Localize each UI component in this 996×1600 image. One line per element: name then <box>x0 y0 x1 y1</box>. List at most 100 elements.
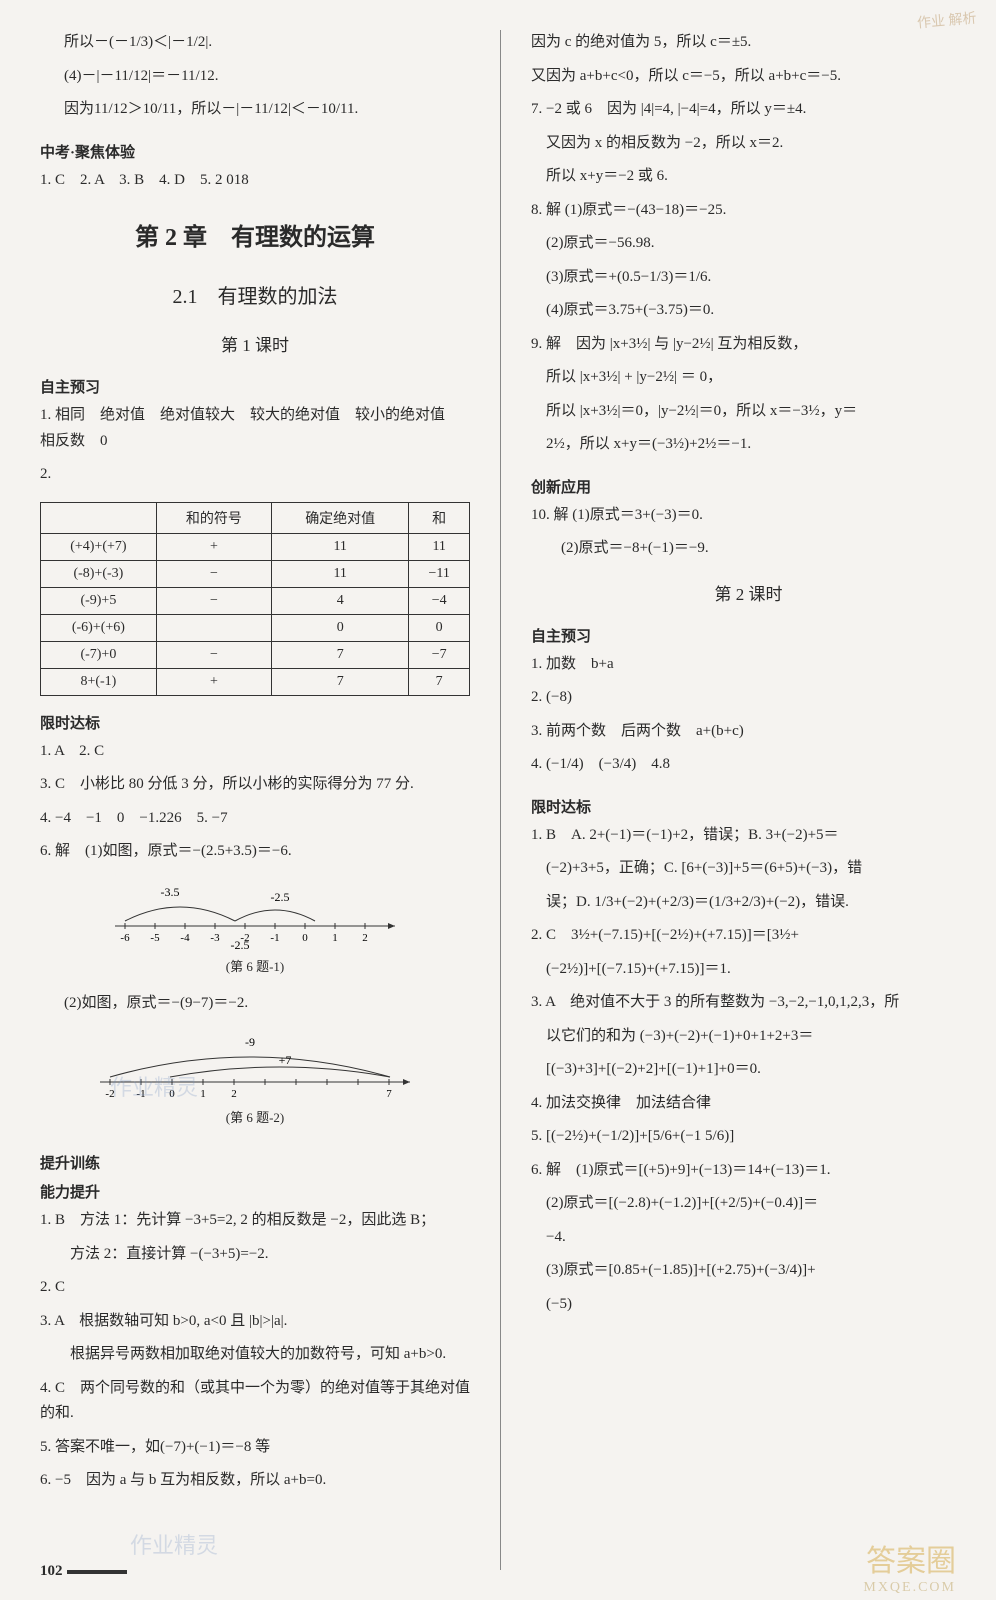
text-line: 2. (−8) <box>531 685 966 711</box>
numline-2: -2-10127 -9 +7 (第 6 题-2) <box>40 1032 470 1134</box>
th: 和的符号 <box>156 502 271 533</box>
text-line: 1. B 方法 1：先计算 −3+5=2, 2 的相反数是 −2，因此选 B； <box>40 1208 470 1234</box>
table-cell: 11 <box>409 533 470 560</box>
text-line: (2)原式＝−56.98. <box>531 231 966 257</box>
table-cell: −4 <box>409 587 470 614</box>
svg-text:-9: -9 <box>245 1035 255 1049</box>
svg-text:-3.5: -3.5 <box>161 885 180 899</box>
zizhu-line: 1. 相同 绝对值 绝对值较大 较大的绝对值 较小的绝对值 相反数 0 <box>40 403 470 454</box>
table-cell: (-9)+5 <box>41 587 157 614</box>
addition-table: 和的符号 确定绝对值 和 (+4)+(+7)+1111(-8)+(-3)−11−… <box>40 502 470 696</box>
text-line: 3. A 绝对值不大于 3 的所有整数为 −3,−2,−1,0,1,2,3，所 <box>531 990 966 1016</box>
text-line: 4. C 两个同号数的和（或其中一个为零）的绝对值等于其绝对值的和. <box>40 1376 470 1427</box>
text-line: 所以 |x+3½| + |y−2½| ＝ 0， <box>531 365 966 391</box>
watermark-mid: 作业精灵 <box>110 1070 198 1102</box>
table-cell: 7 <box>409 668 470 695</box>
table-cell: (-8)+(-3) <box>41 560 157 587</box>
xianshi-head-r: 限时达标 <box>531 796 966 817</box>
table-cell: 0 <box>409 614 470 641</box>
table-cell: −7 <box>409 641 470 668</box>
xs-line: (2)如图，原式＝−(9−7)＝−2. <box>40 991 470 1017</box>
th: 确定绝对值 <box>272 502 409 533</box>
table-cell: (-7)+0 <box>41 641 157 668</box>
svg-text:-3: -3 <box>210 932 220 944</box>
text-line: 7. −2 或 6 因为 |4|=4, |−4|=4，所以 y＝±4. <box>531 97 966 123</box>
text-line: 5. 答案不唯一，如(−7)+(−1)＝−8 等 <box>40 1435 470 1461</box>
text-line: 又因为 x 的相反数为 −2，所以 x＝2. <box>531 131 966 157</box>
text-line: (2)原式＝[(−2.8)+(−1.2)]+[(+2/5)+(−0.4)]＝ <box>531 1191 966 1217</box>
text-line: 8. 解 (1)原式＝−(43−18)＝−25. <box>531 198 966 224</box>
text-line: 所以 x+y＝−2 或 6. <box>531 164 966 190</box>
text-line: 9. 解 因为 |x+3½| 与 |y−2½| 互为相反数， <box>531 332 966 358</box>
table-cell: 11 <box>272 533 409 560</box>
text-line: 4. (−1/4) (−3/4) 4.8 <box>531 752 966 778</box>
text-line: 所以 |x+3½|＝0，|y−2½|＝0，所以 x＝−3½，y＝ <box>531 399 966 425</box>
text-line: 2. C <box>40 1275 470 1301</box>
text-line: (−2½)]+[(−7.15)+(+7.15)]＝1. <box>531 957 966 983</box>
table-cell: 8+(-1) <box>41 668 157 695</box>
tisheng-head: 提升训练 <box>40 1152 470 1173</box>
svg-text:1: 1 <box>200 1088 206 1100</box>
text-line: (4)原式＝3.75+(−3.75)＝0. <box>531 298 966 324</box>
text-line: 因为 c 的绝对值为 5，所以 c＝±5. <box>531 30 966 56</box>
text-line: 以它们的和为 (−3)+(−2)+(−1)+0+1+2+3＝ <box>531 1024 966 1050</box>
chuangxin-head: 创新应用 <box>531 476 966 497</box>
table-cell: 7 <box>272 668 409 695</box>
zizhu-head-r: 自主预习 <box>531 625 966 646</box>
svg-text:-5: -5 <box>150 932 160 944</box>
table-cell: + <box>156 533 271 560</box>
math-line: 因为11/12＞10/11，所以－|－11/12|＜－10/11. <box>40 97 470 123</box>
xs-line: 1. A 2. C <box>40 739 470 765</box>
th: 和 <box>409 502 470 533</box>
svg-text:+7: +7 <box>279 1053 292 1067</box>
text-line: 3. A 根据数轴可知 b>0, a<0 且 |b|>|a|. <box>40 1309 470 1335</box>
table-cell: (-6)+(+6) <box>41 614 157 641</box>
lesson2-title: 第 2 课时 <box>531 580 966 605</box>
th <box>41 502 157 533</box>
text-line: 5. [(−2½)+(−1/2)]+[5/6+(−1 5/6)] <box>531 1124 966 1150</box>
text-line: 4. 加法交换律 加法结合律 <box>531 1091 966 1117</box>
table-cell: 11 <box>272 560 409 587</box>
svg-text:-4: -4 <box>180 932 190 944</box>
chapter-title: 第 2 章 有理数的运算 <box>40 217 470 252</box>
table-cell: 4 <box>272 587 409 614</box>
svg-text:0: 0 <box>302 932 308 944</box>
text-line: 误；D. 1/3+(−2)+(+2/3)＝(1/3+2/3)+(−2)，错误. <box>531 890 966 916</box>
text-line: −4. <box>531 1225 966 1251</box>
text-line: 又因为 a+b+c<0，所以 c＝−5，所以 a+b+c＝−5. <box>531 64 966 90</box>
xianshi-head: 限时达标 <box>40 712 470 733</box>
watermark-bl: 作业精灵 <box>130 1528 218 1560</box>
svg-text:-2.5: -2.5 <box>271 890 290 904</box>
table-cell: 0 <box>272 614 409 641</box>
table-cell <box>156 614 271 641</box>
nengli-head: 能力提升 <box>40 1181 470 1202</box>
text-line: (3)原式＝+(0.5−1/3)＝1/6. <box>531 265 966 291</box>
svg-text:-1: -1 <box>270 932 279 944</box>
math-line: (4)－|－11/12|＝－11/12. <box>40 64 470 90</box>
zhongkao-head: 中考·聚焦体验 <box>40 141 470 162</box>
text-line: 10. 解 (1)原式＝3+(−3)＝0. <box>531 503 966 529</box>
text-line: 6. −5 因为 a 与 b 互为相反数，所以 a+b=0. <box>40 1468 470 1494</box>
table-row: (-9)+5−4−4 <box>41 587 470 614</box>
svg-text:7: 7 <box>386 1088 392 1100</box>
zizhu-head: 自主预习 <box>40 376 470 397</box>
table-cell: − <box>156 587 271 614</box>
xs-line: 4. −4 −1 0 −1.226 5. −7 <box>40 806 470 832</box>
watermark-url: MXQE.COM <box>863 1580 956 1596</box>
text-line: 2½，所以 x+y＝(−3½)+2½＝−1. <box>531 432 966 458</box>
svg-text:2: 2 <box>231 1088 237 1100</box>
table-row: (-7)+0−7−7 <box>41 641 470 668</box>
page-number: 102 <box>40 1563 127 1580</box>
xs-line: 3. C 小彬比 80 分低 3 分，所以小彬的实际得分为 77 分. <box>40 772 470 798</box>
table-cell: + <box>156 668 271 695</box>
numline-caption: (第 6 题-2) <box>40 1107 470 1126</box>
table-row: (+4)+(+7)+1111 <box>41 533 470 560</box>
numline-1: -6-5-4-3-2-1012 -3.5 -2.5 -2.5 (第 6 题-1) <box>40 881 470 983</box>
text-line: (−2)+3+5，正确；C. [6+(−3)]+5＝(6+5)+(−3)，错 <box>531 856 966 882</box>
text-line: 1. B A. 2+(−1)＝(−1)+2，错误；B. 3+(−2)+5＝ <box>531 823 966 849</box>
text-line: 2. C 3½+(−7.15)+[(−2½)+(+7.15)]＝[3½+ <box>531 923 966 949</box>
section-title: 2.1 有理数的加法 <box>40 280 470 309</box>
text-line: 3. 前两个数 后两个数 a+(b+c) <box>531 719 966 745</box>
text-line: 1. 加数 b+a <box>531 652 966 678</box>
column-divider <box>500 30 501 1570</box>
